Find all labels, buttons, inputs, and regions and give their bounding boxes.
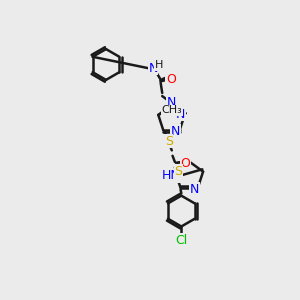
Text: HN: HN [162,169,180,182]
Text: N: N [171,124,180,138]
Text: N: N [148,62,158,75]
Text: S: S [174,165,182,178]
Text: CH₃: CH₃ [162,105,182,115]
Text: N: N [176,108,185,121]
Text: N: N [190,183,200,196]
Text: O: O [166,73,175,85]
Text: Cl: Cl [175,234,188,247]
Text: N: N [167,96,176,109]
Text: H: H [155,60,163,70]
Text: O: O [181,157,190,170]
Text: S: S [165,135,173,148]
